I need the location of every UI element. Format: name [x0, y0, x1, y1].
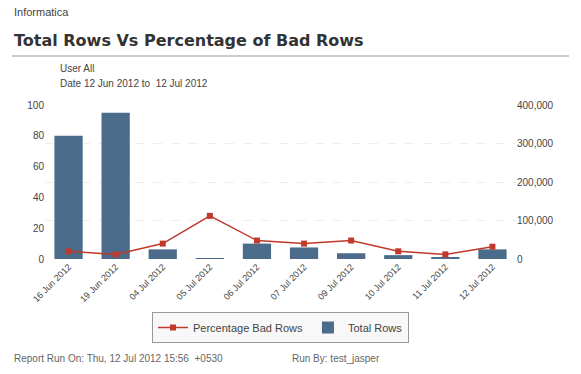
svg-text:0: 0: [38, 254, 44, 265]
svg-text:60: 60: [33, 161, 45, 172]
svg-text:04 Jul 2012: 04 Jul 2012: [127, 262, 167, 302]
svg-text:Report Run On: Thu, 12 Jul 201: Report Run On: Thu, 12 Jul 2012 15:56 +0…: [14, 353, 223, 364]
svg-text:0: 0: [517, 254, 523, 265]
svg-text:07 Jul 2012: 07 Jul 2012: [269, 262, 309, 302]
svg-text:06 Jul 2012: 06 Jul 2012: [222, 262, 262, 302]
svg-text:User All: User All: [60, 63, 94, 74]
svg-text:40: 40: [33, 192, 45, 203]
svg-text:300,000: 300,000: [517, 138, 554, 149]
svg-text:100: 100: [27, 100, 44, 111]
svg-text:11 Jul 2012: 11 Jul 2012: [410, 262, 450, 302]
svg-text:16 Jun 2012: 16 Jun 2012: [31, 262, 73, 304]
svg-text:12 Jul 2012: 12 Jul 2012: [457, 262, 497, 302]
svg-text:200,000: 200,000: [517, 177, 554, 188]
svg-text:80: 80: [33, 130, 45, 141]
svg-text:100,000: 100,000: [517, 215, 554, 226]
svg-text:Informatica: Informatica: [14, 6, 69, 18]
svg-text:400,000: 400,000: [517, 100, 554, 111]
svg-text:10 Jul 2012: 10 Jul 2012: [363, 262, 403, 302]
svg-text:Date 12 Jun 2012 to 12 Jul 20: Date 12 Jun 2012 to 12 Jul 2012: [60, 78, 208, 89]
svg-text:19 Jun 2012: 19 Jun 2012: [78, 262, 120, 304]
svg-text:20: 20: [33, 223, 45, 234]
svg-text:09 Jul 2012: 09 Jul 2012: [316, 262, 356, 302]
svg-text:Total Rows: Total Rows: [348, 322, 402, 334]
svg-text:Run By: test_jasper: Run By: test_jasper: [292, 353, 380, 364]
svg-text:Percentage Bad Rows: Percentage Bad Rows: [193, 322, 303, 334]
svg-text:Total Rows Vs Percentage of Ba: Total Rows Vs Percentage of Bad Rows: [14, 31, 364, 50]
svg-text:05 Jul 2012: 05 Jul 2012: [174, 262, 214, 302]
